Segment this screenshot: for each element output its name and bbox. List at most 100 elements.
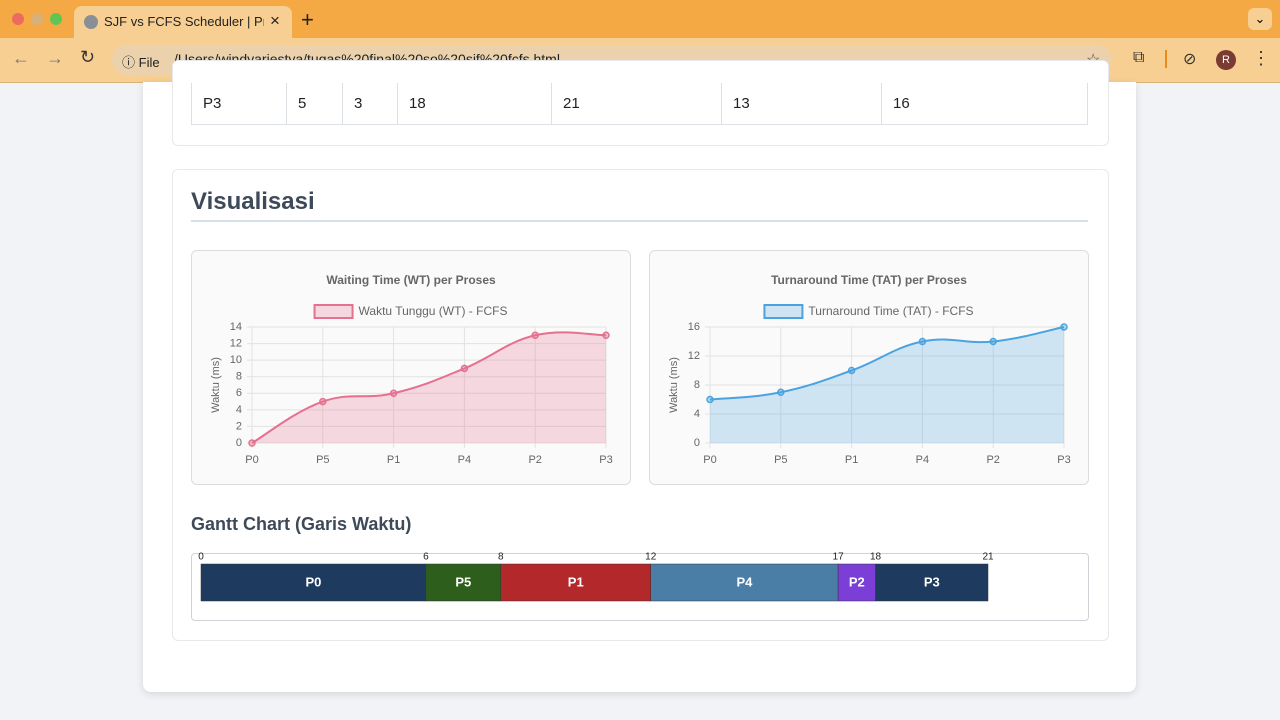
gantt-label: P1 — [568, 574, 584, 589]
table-cell: 3 — [343, 83, 398, 125]
table-cell: 16 — [893, 95, 910, 112]
y-tick-label: 2 — [236, 420, 242, 432]
y-tick-label: 6 — [236, 387, 242, 399]
table-row — [191, 83, 1088, 125]
reload-button[interactable]: ↻ — [80, 47, 96, 67]
x-tick-label: P5 — [316, 454, 329, 466]
extension-icon[interactable]: ⊘ — [1183, 51, 1197, 68]
gantt-bar — [875, 563, 989, 602]
point — [602, 331, 610, 340]
extensions[interactable]: ⧉ — [1133, 49, 1145, 66]
y-tick-label: 8 — [694, 379, 700, 391]
tab-search[interactable]: ⌄ — [1248, 8, 1272, 30]
gantt-bar — [200, 563, 427, 602]
table-cell: 18 — [398, 83, 552, 125]
title-underline — [191, 220, 1088, 222]
y-tick-label: 16 — [688, 321, 700, 333]
y-tick-label: 0 — [694, 437, 700, 449]
x-tick-label: P0 — [703, 454, 716, 466]
point — [389, 389, 398, 398]
gantt-bar — [500, 563, 651, 602]
gantt-time: 17 — [833, 552, 845, 563]
gantt-time: 6 — [423, 552, 429, 563]
point — [248, 439, 256, 447]
x-tick-label: P3 — [1057, 454, 1070, 466]
forward-button[interactable]: → — [46, 48, 64, 68]
x-tick-label: P4 — [916, 454, 929, 466]
site-info[interactable]: ⓘ File — [122, 55, 160, 70]
x-tick-label: P3 — [599, 454, 612, 466]
back-button[interactable]: ← — [12, 48, 30, 68]
point — [847, 366, 856, 375]
browser-tab[interactable]: SJF vs FCFS Scheduler | Proy × — [74, 6, 292, 38]
chart-title: Waiting Time (WT) per Proses — [326, 273, 496, 287]
x-tick-label: P4 — [458, 454, 471, 466]
gantt-label: P4 — [736, 574, 753, 589]
gantt-label: P3 — [924, 574, 940, 589]
gantt-label: P0 — [305, 574, 321, 589]
separator — [1165, 50, 1167, 68]
profile-avatar[interactable]: R — [1216, 50, 1236, 70]
x-tick-label: P1 — [387, 454, 400, 466]
x-tick-label: P1 — [845, 454, 858, 466]
point — [777, 388, 785, 396]
minimize-window[interactable] — [31, 13, 43, 25]
legend-swatch — [313, 304, 354, 319]
y-tick-label: 14 — [230, 321, 242, 333]
y-axis-label: Waktu (ms) — [210, 357, 222, 413]
y-tick-label: 0 — [236, 437, 242, 449]
x-tick-label: P2 — [528, 454, 541, 466]
point — [989, 337, 997, 346]
y-tick-label: 8 — [236, 371, 242, 383]
y-tick-label: 10 — [230, 354, 242, 366]
x-tick-label: P2 — [986, 454, 999, 466]
legend-label: Turnaround Time (TAT) - FCFS — [808, 304, 973, 318]
point — [1060, 323, 1068, 331]
gantt-time: 21 — [982, 552, 994, 563]
legend-label: Waktu Tunggu (WT) - FCFS — [359, 304, 508, 318]
point — [319, 397, 327, 406]
x-tick-label: P5 — [774, 454, 787, 466]
gantt-time: 8 — [498, 552, 504, 563]
gantt-title: Gantt Chart (Garis Waktu) — [191, 514, 412, 534]
chart-card — [191, 250, 631, 485]
chart-title: Turnaround Time (TAT) per Proses — [771, 273, 967, 287]
gantt-bar — [650, 563, 839, 602]
table-cell: 21 — [552, 83, 722, 125]
point — [460, 364, 469, 373]
tab-close[interactable]: × — [270, 11, 280, 30]
y-tick-label: 12 — [688, 350, 700, 362]
gantt-label: P5 — [455, 574, 471, 589]
y-tick-label: 12 — [230, 337, 242, 349]
table-cell: 13 — [722, 83, 882, 125]
menu[interactable]: ⋮ — [1252, 48, 1270, 68]
tab-bar: SJF vs FCFS Scheduler | Proy × + ⌄ — [0, 0, 1280, 38]
point — [918, 337, 927, 346]
tab-icon — [84, 15, 98, 29]
gantt-bar — [837, 563, 876, 602]
maximize-window[interactable] — [50, 13, 62, 25]
area — [252, 332, 606, 443]
gantt-label: P2 — [849, 574, 865, 589]
legend-swatch — [763, 304, 804, 319]
gantt-time: 18 — [870, 552, 882, 563]
gantt-time: 0 — [198, 552, 204, 563]
url-scheme: File — [138, 55, 160, 70]
y-tick-label: 4 — [236, 404, 242, 416]
line — [709, 326, 1065, 401]
y-axis-label: Waktu (ms) — [668, 357, 680, 413]
chart-card — [649, 250, 1089, 485]
tab-title: SJF vs FCFS Scheduler | Proy — [104, 14, 264, 29]
close-window[interactable] — [12, 13, 24, 25]
gantt-time: 12 — [645, 552, 657, 563]
table-cell: P3 — [192, 83, 287, 125]
section-title: Visualisasi — [191, 188, 315, 215]
new-tab[interactable]: + — [301, 7, 314, 32]
point — [531, 331, 539, 340]
area — [710, 327, 1064, 443]
y-tick-label: 4 — [694, 408, 700, 420]
point — [706, 395, 714, 404]
table-cell: 5 — [287, 83, 343, 125]
